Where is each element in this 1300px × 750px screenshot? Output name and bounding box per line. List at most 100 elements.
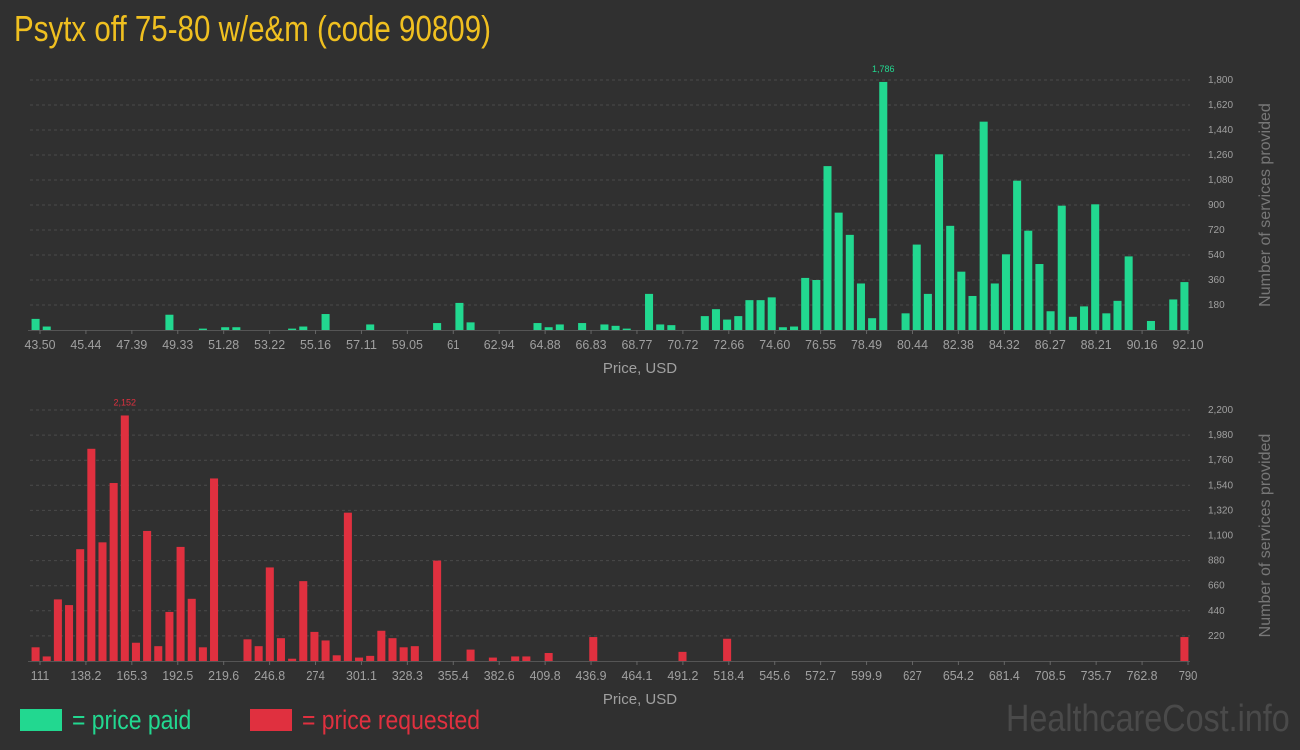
bar: [845, 234, 854, 330]
bar: [778, 327, 787, 330]
bar: [488, 657, 497, 661]
bar: [645, 293, 654, 330]
bar: [711, 309, 720, 330]
x-tick-label: 165.3: [116, 668, 147, 683]
bar: [790, 326, 799, 330]
bar: [410, 646, 419, 661]
x-tick-label: 45.44: [70, 337, 101, 352]
x-tick-label: 43.50: [25, 337, 56, 352]
bar: [343, 512, 352, 661]
bar: [131, 642, 140, 661]
y-tick-label: 1,540: [1208, 480, 1233, 491]
bar: [388, 638, 397, 661]
bar: [578, 323, 587, 330]
x-tick-label: 61: [447, 337, 459, 352]
x-tick-label: 599.9: [851, 668, 882, 683]
bar: [321, 640, 330, 661]
x-tick-label: 68.77: [621, 337, 652, 352]
x-tick-label: 74.60: [759, 337, 790, 352]
x-tick-label: 464.1: [621, 668, 652, 683]
bar: [511, 656, 520, 661]
bar: [812, 280, 821, 330]
bar: [968, 295, 977, 330]
bar: [265, 567, 274, 661]
x-tick-label: 572.7: [805, 668, 836, 683]
x-tick-label: 59.05: [392, 337, 423, 352]
x-tick-label: 88.21: [1081, 337, 1112, 352]
x-tick-label: 76.55: [805, 337, 836, 352]
bar: [622, 328, 631, 330]
bar: [366, 324, 375, 330]
bar: [656, 324, 665, 330]
y-tick-label: 220: [1208, 631, 1225, 642]
x-tick-label: 246.8: [254, 668, 285, 683]
bar: [98, 542, 107, 661]
x-tick-label: 138.2: [70, 668, 101, 683]
y-tick-label: 2,200: [1208, 405, 1233, 416]
x-tick-label: 355.4: [438, 668, 469, 683]
x-tick-label: 62.94: [484, 337, 515, 352]
bar: [321, 314, 330, 330]
y-tick-label: 660: [1208, 581, 1225, 592]
bar: [466, 649, 475, 661]
x-tick-label: 328.3: [392, 668, 423, 683]
bar: [143, 530, 152, 661]
bar: [198, 328, 207, 330]
bar: [399, 647, 408, 661]
bar: [589, 637, 598, 661]
x-tick-label: 51.28: [208, 337, 239, 352]
bar: [165, 314, 174, 330]
x-tick-label: 708.5: [1035, 668, 1066, 683]
price-paid-chart: 180 360 540 720 900 1,080 1,260 1,440 1,620 1,800…: [25, 64, 1275, 377]
bar: [723, 319, 732, 330]
bar: [288, 328, 297, 330]
y-tick-label: 1,440: [1208, 125, 1233, 136]
x-tick-label: 735.7: [1081, 668, 1112, 683]
x-tick-label: 762.8: [1127, 668, 1158, 683]
bar: [53, 599, 62, 661]
watermark: HealthcareCost.info: [1006, 698, 1290, 740]
x-tick-label: 90.16: [1127, 337, 1158, 352]
bar: [667, 325, 676, 330]
bar: [31, 647, 40, 661]
bar: [1180, 637, 1189, 661]
bar: [466, 322, 475, 330]
legend-paid-swatch: [20, 709, 62, 731]
legend-requested: = price requested: [250, 704, 511, 736]
bar: [801, 277, 810, 330]
bar: [154, 646, 163, 661]
bar: [879, 81, 888, 330]
bar: [76, 549, 85, 661]
x-tick-label: 57.11: [346, 337, 377, 352]
bar: [176, 546, 185, 661]
x-tick-label: 518.4: [713, 668, 744, 683]
y-tick-label: 540: [1208, 250, 1225, 261]
y-axis-title: Number of services provided: [1257, 103, 1274, 307]
x-tick-label: 111: [31, 668, 50, 683]
x-axis-title: Price, USD: [603, 691, 677, 708]
bar: [288, 658, 297, 661]
x-tick-label: 92.10: [1173, 337, 1204, 352]
x-tick-label: 436.9: [576, 668, 607, 683]
bar: [834, 212, 843, 330]
bar: [1080, 306, 1089, 330]
bar: [935, 154, 944, 330]
bar: [221, 327, 230, 330]
legend-requested-label: = price requested: [302, 704, 480, 735]
bar: [1035, 264, 1044, 330]
x-tick-label: 55.16: [300, 337, 331, 352]
bar: [544, 327, 553, 330]
bar: [979, 121, 988, 331]
bar: [198, 647, 207, 661]
x-tick-label: 681.4: [989, 668, 1020, 683]
bar: [65, 605, 74, 661]
x-tick-label: 219.6: [208, 668, 239, 683]
bar: [455, 302, 464, 330]
bar: [1124, 256, 1133, 330]
bar: [923, 293, 932, 330]
bar: [1169, 299, 1178, 330]
x-tick-label: 78.49: [851, 337, 882, 352]
bar: [1180, 282, 1189, 330]
bar: [1113, 300, 1122, 330]
x-tick-label: 80.44: [897, 337, 928, 352]
